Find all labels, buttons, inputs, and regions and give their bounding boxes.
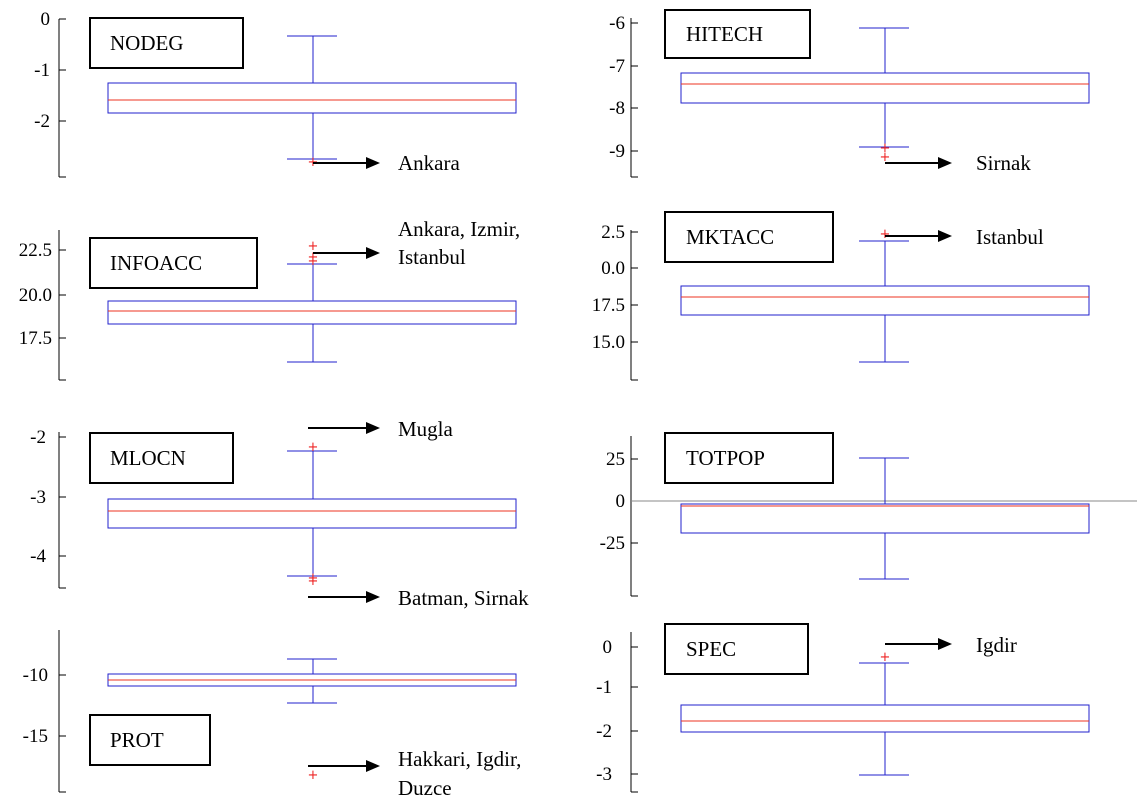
outlier-annotation: Hakkari, Igdir, [398,747,521,771]
variable-label: NODEG [110,31,184,55]
outlier-marker: + [880,150,891,165]
y-tick-label: -7 [609,56,625,77]
variable-label: TOTPOP [686,446,765,470]
iqr-box [107,300,517,325]
outlier-annotation: Ankara, Izmir, [398,217,520,241]
arrowhead [938,230,952,242]
panel-hitech: -6 -7 -8 -9 + + HITECH Sirnak [609,9,1090,178]
outlier-marker: + [308,574,319,589]
outlier-annotation: Istanbul [398,245,466,269]
panel-totpop: 25 0 -25 TOTPOP [600,432,1137,597]
variable-label-box [89,237,258,289]
outlier-marker: + [308,239,319,254]
variable-label-box [89,432,234,484]
outlier-marker: + [308,254,319,269]
y-tick-label: 22.5 [19,240,52,261]
y-tick-label: -10 [23,665,48,686]
iqr-box [680,704,1090,733]
panel-prot: -10 -15 + PROT Hakkari, Igdir, Duzce [23,630,521,800]
iqr-box [107,498,517,529]
y-tick-label: 0.0 [601,258,625,279]
outlier-marker: + [880,650,891,665]
variable-label-box [89,714,211,766]
outlier-annotation: Igdir [976,633,1017,657]
panel-infoacc: 22.5 20.0 17.5 + + + INFOACC Ankara, Izm… [19,217,520,381]
outlier-marker: + [880,141,891,156]
variable-label-box [89,17,244,69]
y-tick-label: -1 [596,677,612,698]
variable-label: SPEC [686,637,736,661]
outlier-marker: + [308,250,319,265]
y-tick-label: -2 [34,111,50,132]
iqr-box [680,503,1090,534]
variable-label-box [664,211,834,263]
outlier-marker: + [308,571,319,586]
arrowhead [938,638,952,650]
y-tick-label: -8 [609,98,625,119]
outlier-annotation: Duzce [398,776,452,800]
y-tick-label: -9 [609,141,625,162]
outlier-annotation: Ankara [398,151,460,175]
arrowhead [366,157,380,169]
y-tick-label: 0 [41,9,51,30]
y-tick-label: 0 [616,491,626,512]
outlier-annotation: Istanbul [976,225,1044,249]
arrowhead [938,157,952,169]
y-tick-label: 17.5 [19,328,52,349]
iqr-box [680,72,1090,104]
panel-spec: 0 -1 -2 -3 + SPEC Igdir [596,623,1090,793]
y-tick-label: -1 [34,60,50,81]
y-tick-label: -6 [609,13,625,34]
outlier-annotation: Batman, Sirnak [398,586,529,610]
variable-label-box [664,623,809,675]
arrowhead [366,422,380,434]
outlier-annotation: Mugla [398,417,454,441]
outlier-annotation: Sirnak [976,151,1031,175]
variable-label: INFOACC [110,251,202,275]
outlier-marker: + [308,768,319,783]
panel-mlocn: -2 -3 -4 + + + MLOCN Mugla Batman, Sirna… [30,417,529,610]
iqr-box [680,285,1090,316]
variable-label: MLOCN [110,446,186,470]
y-tick-label: -3 [30,487,46,508]
y-tick-label: -3 [596,764,612,785]
y-tick-label: 17.5 [592,295,625,316]
outlier-marker: + [880,227,891,242]
variable-label-box [664,432,834,484]
panel-mktacc: 2.5 0.0 17.5 15.0 + MKTACC Istanbul [592,211,1090,381]
y-tick-label: -2 [30,427,46,448]
variable-label: PROT [110,728,164,752]
y-tick-label: 25 [606,449,625,470]
outlier-marker: + [308,440,319,455]
y-tick-label: -15 [23,726,48,747]
y-tick-label: -2 [596,721,612,742]
variable-label: HITECH [686,22,763,46]
panel-nodeg: 0 -1 -2 + NODEG Ankara [34,9,517,178]
y-tick-label: 15.0 [592,332,625,353]
y-tick-label: 2.5 [601,222,625,243]
arrowhead [366,591,380,603]
iqr-box [107,82,517,114]
y-tick-label: 20.0 [19,285,52,306]
arrowhead [366,247,380,259]
variable-label: MKTACC [686,225,774,249]
y-tick-label: -4 [30,546,46,567]
variable-label-box [664,9,811,59]
y-tick-label: -25 [600,533,625,554]
arrowhead [366,760,380,772]
y-tick-label: 0 [603,637,613,658]
